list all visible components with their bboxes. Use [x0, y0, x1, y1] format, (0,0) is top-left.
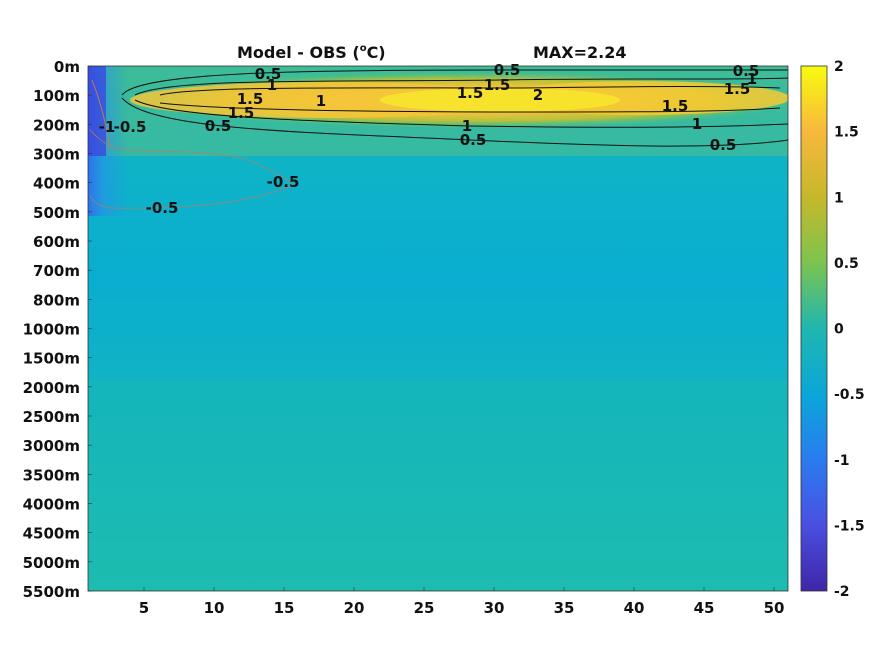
x-tick-label: 35 [554, 599, 575, 617]
contour-label: 1 [747, 70, 757, 88]
contour-label: -0.5 [267, 173, 300, 191]
y-tick-label: 5000m [23, 554, 80, 572]
x-tick-label: 20 [344, 599, 365, 617]
colorbar-tick-label: 1 [834, 190, 844, 206]
colorbar-tick-label: 0.5 [834, 256, 859, 272]
x-tick-label: 25 [414, 599, 435, 617]
heatmap-field [88, 66, 788, 591]
y-tick-label: 800m [33, 291, 80, 309]
y-tick-label: 300m [33, 146, 80, 164]
contour-0.5-positive [121, 69, 788, 96]
contour-label: 1 [462, 117, 472, 135]
contour-label: 0.5 [255, 65, 282, 83]
contour-label: 1.5 [484, 76, 511, 94]
contour-1.5-positive [159, 86, 781, 113]
contour-label: 0.5 [710, 136, 737, 154]
x-tick-label: 50 [764, 599, 785, 617]
contour-label: 1 [267, 76, 277, 94]
contour-label: -1 [99, 118, 116, 136]
y-tick-label: 600m [33, 233, 80, 251]
y-tick-label: 3500m [23, 466, 80, 484]
contour-label: 2 [533, 86, 543, 104]
chart-title: Model - OBS (oC) [237, 43, 386, 62]
y-tick-label: 1000m [23, 321, 80, 339]
colorbar [800, 65, 828, 592]
colorbar-tick-label: 2 [834, 59, 844, 75]
contour-label: 1 [316, 92, 326, 110]
chart-title-unit: C) [367, 43, 386, 62]
contour-lines [89, 69, 788, 209]
colorbar-tick-label: -0.5 [834, 387, 865, 403]
x-tick-label: 15 [274, 599, 295, 617]
contour-1-positive [134, 77, 788, 128]
y-axis-ticks: 0m 100m 200m 300m 400m 500m 600m 700m 800m 1000m 1… [23, 58, 92, 601]
y-tick-label: 1500m [23, 350, 80, 368]
x-tick-label: 5 [139, 599, 149, 617]
contour-label: 1.5 [228, 104, 255, 122]
max-label: MAX=2.24 [533, 43, 627, 62]
colorbar-tick-label: 1.5 [834, 125, 859, 141]
y-tick-label: 4000m [23, 496, 80, 514]
y-tick-label: 2000m [23, 379, 80, 397]
contour-label: 0.5 [205, 117, 232, 135]
chart-title-sup: o [360, 43, 367, 54]
colorbar-tick-label: -2 [834, 584, 850, 600]
contour-label: 1.5 [237, 90, 264, 108]
colorbar-tick-label: -1 [834, 453, 850, 469]
y-tick-label: 4500m [23, 525, 80, 543]
contour-label: 0.5 [460, 131, 487, 149]
colorbar-tick-label: 0 [834, 322, 844, 338]
x-tick-label: 10 [204, 599, 225, 617]
y-tick-label: 200m [33, 116, 80, 134]
colorbar-ticks: 2 1.5 1 0.5 0 -0.5 -1 -1.5 -2 [834, 59, 865, 600]
y-tick-label: 0m [54, 58, 80, 76]
contour-negative [89, 129, 291, 209]
y-tick-label: 500m [33, 204, 80, 222]
y-tick-label: 400m [33, 175, 80, 193]
contour-0.5-positive-lower [121, 97, 788, 147]
contour-label: 0.5 [494, 61, 521, 79]
y-tick-label: 700m [33, 262, 80, 280]
y-tick-label: 5500m [23, 583, 80, 601]
contour-label: -0.5 [114, 118, 147, 136]
contour-negative-inner [91, 79, 111, 151]
x-tick-label: 30 [484, 599, 505, 617]
contour-label: 1.5 [457, 84, 484, 102]
contour-label: 1 [692, 115, 702, 133]
colorbar-tick-label: -1.5 [834, 518, 865, 534]
y-tick-label: 3000m [23, 437, 80, 455]
contour-label: -0.5 [146, 199, 179, 217]
contour-labels: 0.511.51.50.510.51.51.5 210.50.511.51.510… [99, 61, 760, 217]
x-tick-label: 45 [694, 599, 715, 617]
x-tick-label: 40 [624, 599, 645, 617]
contour-label: 0.5 [733, 62, 760, 80]
chart-title-main: Model - OBS ( [237, 43, 360, 62]
y-tick-label: 100m [33, 87, 80, 105]
x-axis-ticks: 5 10 15 20 25 30 35 40 45 50 [139, 587, 785, 617]
y-tick-label: 2500m [23, 408, 80, 426]
contour-label: 1.5 [662, 97, 689, 115]
contour-label: 1.5 [724, 80, 751, 98]
